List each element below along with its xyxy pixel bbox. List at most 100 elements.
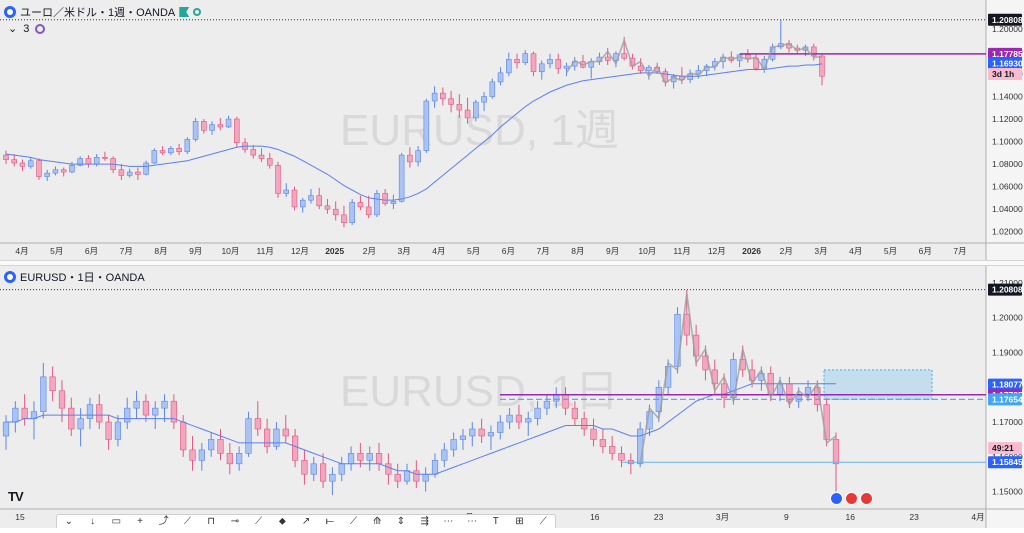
toolbar-tool-icon[interactable]: ⟝ [325, 516, 334, 527]
time-tick-label: 5月 [467, 246, 480, 256]
pane-separator[interactable] [0, 260, 1024, 266]
candle-body [497, 421, 504, 433]
toolbar-tool-icon[interactable]: ⟋ [183, 516, 191, 527]
candle-body [52, 169, 59, 174]
toolbar-tool-icon[interactable]: ⤴ [158, 516, 169, 527]
us-flag-icon[interactable] [860, 492, 873, 505]
toolbar-tool-icon[interactable]: ⌄ [64, 516, 74, 527]
toolbar-tool-icon[interactable]: ⋯ [467, 516, 478, 527]
candle-body [102, 157, 108, 159]
candle-body [236, 453, 243, 465]
ma-price-tag: 1.16930 [992, 58, 1023, 68]
candle-body [86, 404, 94, 419]
symbol-icon[interactable] [4, 271, 16, 283]
tradingview-logo[interactable]: TV [8, 489, 24, 504]
candle-body [448, 98, 454, 105]
time-tick-label: 4月 [849, 246, 862, 256]
candle-body [3, 154, 9, 160]
toolbar-tool-icon[interactable]: ⊓ [207, 516, 216, 527]
toolbar-tool-icon[interactable]: ⋯ [443, 516, 454, 527]
time-tick-label: 4月 [971, 512, 984, 522]
candle-body [349, 202, 355, 224]
candle-body [621, 53, 627, 59]
chevron-down-icon[interactable]: ⌄ [8, 23, 18, 35]
candle-body [319, 463, 327, 482]
candle-body [12, 407, 19, 423]
time-tick-label: 11月 [673, 246, 690, 256]
candle-body [77, 158, 83, 166]
toolbar-tool-icon[interactable]: ⬥ [278, 516, 286, 527]
candle-body [514, 59, 520, 64]
candle-body [234, 118, 240, 144]
candle-body [329, 473, 336, 482]
candle-body [114, 421, 122, 440]
time-tick-label: 15 [15, 512, 25, 522]
time-tick-label: 5月 [884, 246, 897, 256]
toolbar-tool-icon[interactable]: ▭ [111, 516, 122, 527]
candle-body [481, 96, 487, 103]
candle-body [385, 463, 392, 475]
symbol-icon[interactable] [4, 6, 16, 18]
candle-body [720, 383, 728, 399]
candle-body [375, 453, 383, 465]
candle-body [398, 154, 405, 202]
candle-body [264, 428, 271, 447]
event-flags[interactable] [830, 492, 873, 505]
candle-body [506, 59, 512, 74]
candle-body [497, 72, 504, 83]
ma-price-tag: 1.18077 [992, 380, 1023, 390]
candle-body [703, 65, 710, 71]
price-tick-label: 1.20000 [992, 24, 1023, 34]
toolbar-tool-icon[interactable]: ⊸ [230, 516, 240, 527]
candle-body [431, 460, 439, 475]
candle-body [126, 171, 133, 176]
time-tick-label: 12月 [291, 246, 309, 256]
low-price-tag: 1.15845 [992, 457, 1023, 467]
price-tick-label: 1.04000 [992, 204, 1023, 214]
candle-body [254, 418, 261, 430]
time-tick-label: 6月 [85, 246, 98, 256]
candle-body [745, 54, 751, 59]
daily-chart-svg[interactable]: EURUSD, 1日1.210001.200001.190001.180001.… [0, 266, 1024, 528]
candle-body [415, 150, 421, 163]
toolbar-tool-icon[interactable]: ↗ [301, 516, 311, 527]
toolbar-tool-icon[interactable]: ⟋ [255, 516, 263, 527]
us-flag-icon[interactable] [845, 492, 858, 505]
candle-body [189, 449, 196, 461]
price-tick-label: 1.08000 [992, 159, 1023, 169]
candle-body [292, 435, 299, 461]
toolbar-tool-icon[interactable]: ⇶ [420, 516, 429, 527]
time-tick-label: 16 [846, 512, 856, 522]
candle-body [69, 164, 75, 173]
indicator-row[interactable]: ⌄ 3 [8, 22, 46, 35]
price-tick-label: 1.15000 [992, 487, 1023, 497]
dash-price-tag-bg [988, 393, 1022, 406]
candle-body [357, 202, 364, 208]
weekly-chart-pane[interactable]: EURUSD, 1週1.200001.180001.160001.140001.… [0, 0, 1024, 260]
toolbar-tool-icon[interactable]: ⟋ [349, 516, 357, 527]
eu-flag-icon[interactable] [830, 492, 843, 505]
candle-body [555, 59, 562, 69]
weekly-chart-svg[interactable]: EURUSD, 1週1.200001.180001.160001.140001.… [0, 0, 1024, 260]
toolbar-tool-icon[interactable]: ⊞ [515, 516, 524, 527]
weekly-symbol-title: ユーロ／米ドル・1週・OANDA [20, 7, 176, 19]
toolbar-tool-icon[interactable]: ⟰ [373, 516, 382, 527]
toolbar-tool-icon[interactable]: ↓ [90, 516, 96, 527]
candle-body [618, 453, 625, 461]
time-tick-label: 8月 [154, 246, 167, 256]
countdown-tag: 3d 1h [992, 69, 1014, 79]
candle-body [804, 386, 812, 395]
candle-body [609, 446, 616, 454]
candle-body [21, 407, 28, 419]
candle-body [440, 92, 446, 100]
toolbar-tool-icon[interactable]: + [137, 516, 143, 527]
daily-chart-pane[interactable]: EURUSD, 1日1.210001.200001.190001.180001.… [0, 266, 1024, 528]
candle-body [347, 453, 355, 465]
toolbar-tool-icon[interactable]: ⟋ [539, 516, 547, 527]
candle-body [151, 150, 158, 164]
toolbar-tool-icon[interactable]: ⇕ [396, 516, 406, 527]
time-tick-label: 4月 [15, 246, 28, 256]
price-axis[interactable] [986, 0, 1024, 260]
indicator-visibility-icon[interactable] [35, 23, 46, 34]
toolbar-tool-icon[interactable]: T [492, 516, 499, 527]
